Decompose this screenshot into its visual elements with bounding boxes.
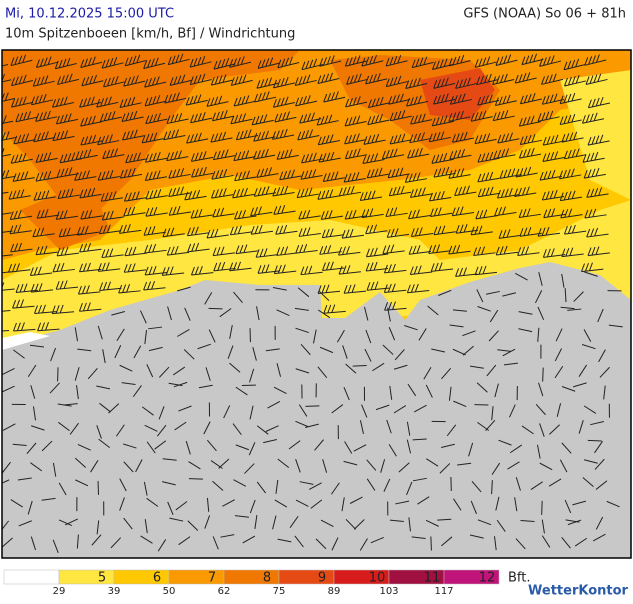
kmh-label: 29 bbox=[53, 586, 66, 597]
legend-label: 12 bbox=[479, 571, 496, 586]
kmh-label: 62 bbox=[218, 586, 231, 597]
legend-swatch bbox=[4, 570, 59, 584]
legend-label: 10 bbox=[369, 571, 386, 586]
legend-label: 5 bbox=[98, 571, 106, 586]
subtitle: 10m Spitzenboeen [km/h, Bf] / Windrichtu… bbox=[5, 27, 295, 42]
legend-label: 11 bbox=[424, 571, 441, 586]
kmh-label: 117 bbox=[434, 586, 453, 597]
kmh-label: 50 bbox=[163, 586, 176, 597]
logo: WetterKontor bbox=[528, 584, 629, 599]
legend-label: 8 bbox=[263, 571, 271, 586]
wind-barb bbox=[588, 440, 602, 441]
legend-label: 9 bbox=[318, 571, 326, 586]
wind-barb bbox=[189, 479, 203, 480]
wind-barb bbox=[543, 368, 544, 382]
kmh-label: 89 bbox=[328, 586, 341, 597]
wind-barb bbox=[209, 308, 223, 309]
wind-barb bbox=[431, 536, 432, 550]
wind-barb bbox=[353, 365, 367, 366]
kmh-label: 75 bbox=[273, 586, 286, 597]
wind-barb bbox=[305, 406, 319, 407]
map-area bbox=[0, 50, 631, 558]
model-label: GFS (NOAA) So 06 + 81h bbox=[463, 7, 626, 22]
date-label: Mi, 10.12.2025 15:00 UTC bbox=[5, 7, 174, 22]
legend-label: 6 bbox=[153, 571, 161, 586]
legend-label: 7 bbox=[208, 571, 216, 586]
kmh-label: 39 bbox=[108, 586, 121, 597]
kmh-label: 103 bbox=[379, 586, 398, 597]
